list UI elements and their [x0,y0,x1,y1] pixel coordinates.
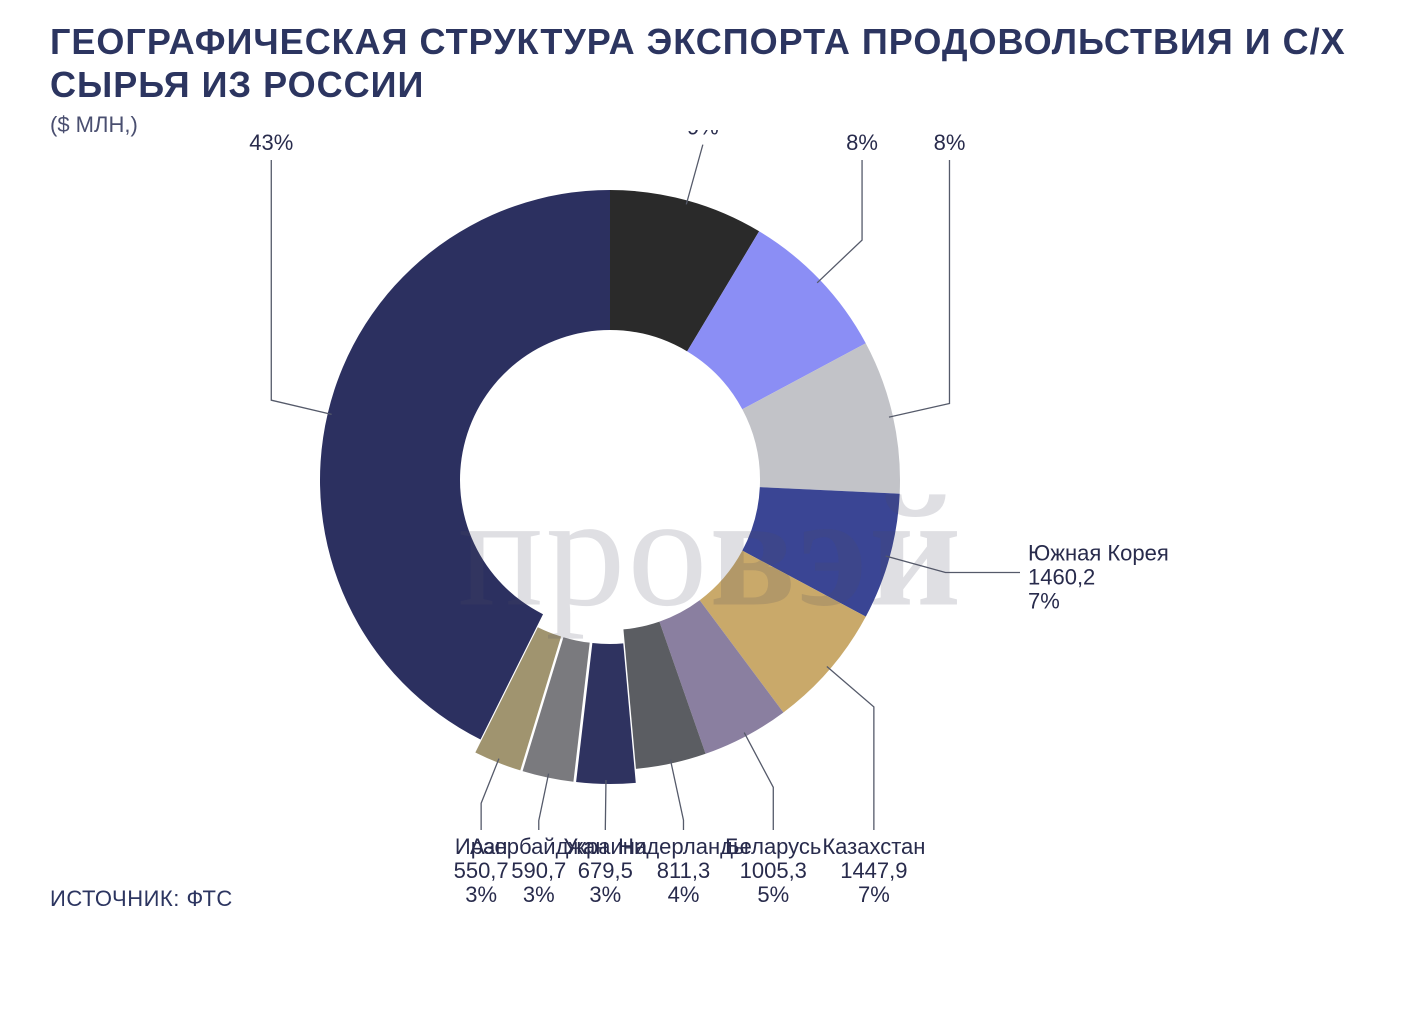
leader-line [686,145,703,205]
donut-svg: Египет1779,99% Турция1779,08% Китай1773,98… [0,130,1421,910]
slice-label: Казахстан1447,97% [822,834,925,907]
leader-line [481,759,499,830]
slice-label: Иран550,73% [454,834,509,907]
leader-line [889,160,949,417]
leader-line [271,160,331,414]
slice-label: Остальные страны8827,643% [174,130,368,155]
slice-label: Турция1779,08% [826,130,898,155]
leader-line [605,780,606,830]
leader-line [827,666,874,830]
leader-line [539,774,549,830]
leader-line [670,760,683,830]
slice-label: Южная Корея1460,27% [1028,540,1169,613]
slice-label: Египет1779,99% [669,130,737,140]
source-label: ИСТОЧНИК: ФТС [50,886,233,912]
slice-label: Китай1773,98% [916,130,983,155]
donut-chart: провэй Египет1779,99%Турция1779,08%Китай… [0,130,1421,910]
leader-line [886,556,1020,572]
chart-title: ГЕОГРАФИЧЕСКАЯ СТРУКТУРА ЭКСПОРТА ПРОДОВ… [50,20,1361,106]
leader-line [744,733,773,830]
leader-line [817,160,862,283]
